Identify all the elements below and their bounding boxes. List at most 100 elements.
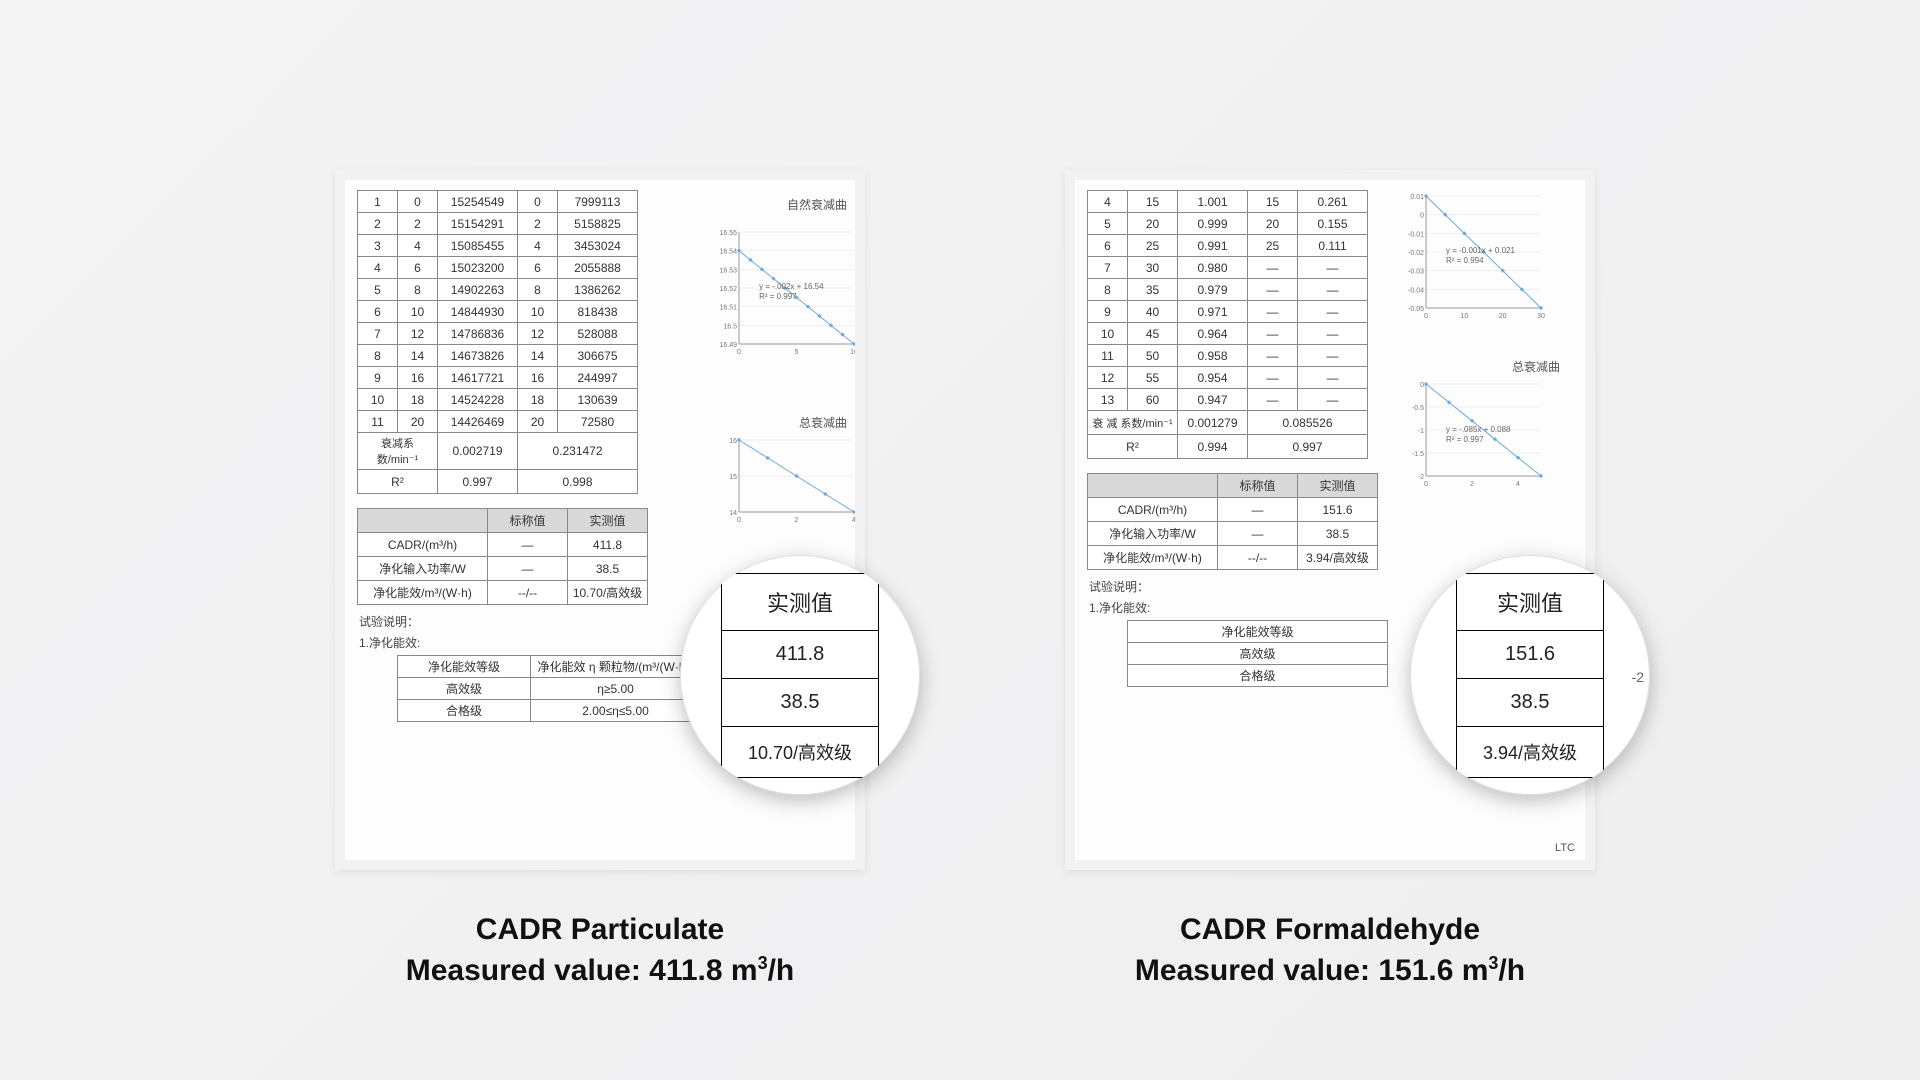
table-cell: 0.002719 [438,433,518,470]
table-cell: 0.998 [518,470,638,494]
svg-text:20: 20 [1499,313,1507,320]
table-cell: — [1298,389,1368,411]
svg-text:0: 0 [1420,382,1424,389]
table-cell: 3 [358,235,398,257]
table-cell: — [1298,279,1368,301]
table-cell: 14844930 [438,301,518,323]
table-cell: 55 [1128,367,1178,389]
table-cell: 20 [1128,213,1178,235]
svg-text:15: 15 [729,474,737,481]
left-summary-table: 标称值实测值CADR/(m³/h)—411.8净化输入功率/W—38.5净化能效… [357,508,648,605]
svg-text:16.5: 16.5 [723,323,737,330]
table-cell: 16 [518,367,558,389]
table-cell: 实测值 [1298,474,1378,498]
table-cell: — [488,557,568,581]
table-cell: 12 [398,323,438,345]
table-cell: 0.231472 [518,433,638,470]
table-cell: 15254549 [438,191,518,213]
table-cell: 20 [398,411,438,433]
table-cell: 30 [1128,257,1178,279]
table-cell: — [1248,323,1298,345]
svg-text:0: 0 [737,517,741,524]
svg-text:30: 30 [1537,313,1545,320]
table-cell: 45 [1128,323,1178,345]
table-cell: 净化能效 η 颗粒物/(m³/(W·h)) [530,656,700,678]
svg-text:2: 2 [1470,481,1474,488]
right-grade-table: 净化能效等级高效级合格级 [1127,620,1388,687]
table-cell: 151.6 [1298,498,1378,522]
mag-left-row-2: 10.70/高效级 [721,726,878,777]
svg-text:-1: -1 [1418,428,1424,435]
svg-text:-0.05: -0.05 [1408,306,1424,313]
table-cell: 10.70/高效级 [568,581,648,605]
svg-text:2: 2 [795,517,799,524]
table-cell: 10 [518,301,558,323]
table-cell: 5158825 [558,213,638,235]
chart-equation: y = -.002x + 16.54R² = 0.997 [759,282,824,301]
table-cell: 6 [518,257,558,279]
svg-text:10: 10 [850,349,858,356]
table-cell: 40 [1128,301,1178,323]
mag-left-row-0: 411.8 [721,630,878,678]
table-cell: 411.8 [568,533,648,557]
table-cell: — [1298,367,1368,389]
left-note-label: 试验说明： [359,613,701,630]
table-cell: 10 [398,301,438,323]
svg-text:-0.01: -0.01 [1408,231,1424,238]
table-cell: 14673826 [438,345,518,367]
table-cell: 合格级 [398,700,531,722]
table-cell: 4 [398,235,438,257]
table-cell: 15154291 [438,213,518,235]
table-cell: 818438 [558,301,638,323]
magnifier-particulate: 实测值 411.8 38.5 10.70/高效级 [680,555,920,795]
table-cell: 2.00≤η≤5.00 [530,700,700,722]
chart-equation: y = -0.001x + 0.021R² = 0.994 [1446,246,1515,265]
table-cell: 25 [1128,235,1178,257]
table-cell: 130639 [558,389,638,411]
table-cell: 20 [518,411,558,433]
table-cell: 0.980 [1178,257,1248,279]
table-cell: — [488,533,568,557]
table-cell: 35 [1128,279,1178,301]
right-chart2-title: 总衰减曲 [1512,358,1560,375]
table-cell: — [1298,345,1368,367]
mag-left-row-1: 38.5 [721,678,878,726]
table-cell: 528088 [558,323,638,345]
left-note-item: 1.净化能效: [359,634,701,651]
left-chart2: 141516024 [713,436,858,531]
table-cell: 5 [1088,213,1128,235]
table-cell: 净化能效等级 [398,656,531,678]
table-cell: 25 [1248,235,1298,257]
table-cell: 0 [398,191,438,213]
table-cell: 8 [358,345,398,367]
svg-text:4: 4 [852,517,856,524]
table-cell: 13 [1088,389,1128,411]
table-cell: 11 [358,411,398,433]
caption-left-line2: Measured value: 411.8 m3/h [300,951,900,992]
table-cell: 净化输入功率/W [358,557,488,581]
mag-right-row-2: 3.94/高效级 [1456,726,1603,777]
caption-right-line1: CADR Formaldehyde [1030,910,1630,951]
table-cell: 7 [1088,257,1128,279]
table-cell: 14902263 [438,279,518,301]
table-cell: 0.001279 [1178,411,1248,435]
left-footer-table: 衰减系数/min⁻¹0.0027190.231472R²0.9970.998 [357,432,638,494]
table-cell: — [1248,389,1298,411]
table-cell: — [1298,301,1368,323]
table-cell: 0.261 [1298,191,1368,213]
svg-text:4: 4 [1516,481,1520,488]
table-cell: 4 [518,235,558,257]
svg-text:14: 14 [729,510,737,517]
table-cell: 0 [518,191,558,213]
table-cell: 0.155 [1298,213,1368,235]
table-cell: 38.5 [568,557,648,581]
table-cell: 0.994 [1178,435,1248,459]
table-cell: — [1248,367,1298,389]
table-cell: 衰 减 系数/min⁻¹ [1088,411,1178,435]
table-cell: 2 [398,213,438,235]
left-chart1-title: 自然衰减曲 [787,196,847,213]
table-cell: 50 [1128,345,1178,367]
table-cell: 12 [1088,367,1128,389]
table-cell: 15 [1128,191,1178,213]
table-cell: 6 [398,257,438,279]
